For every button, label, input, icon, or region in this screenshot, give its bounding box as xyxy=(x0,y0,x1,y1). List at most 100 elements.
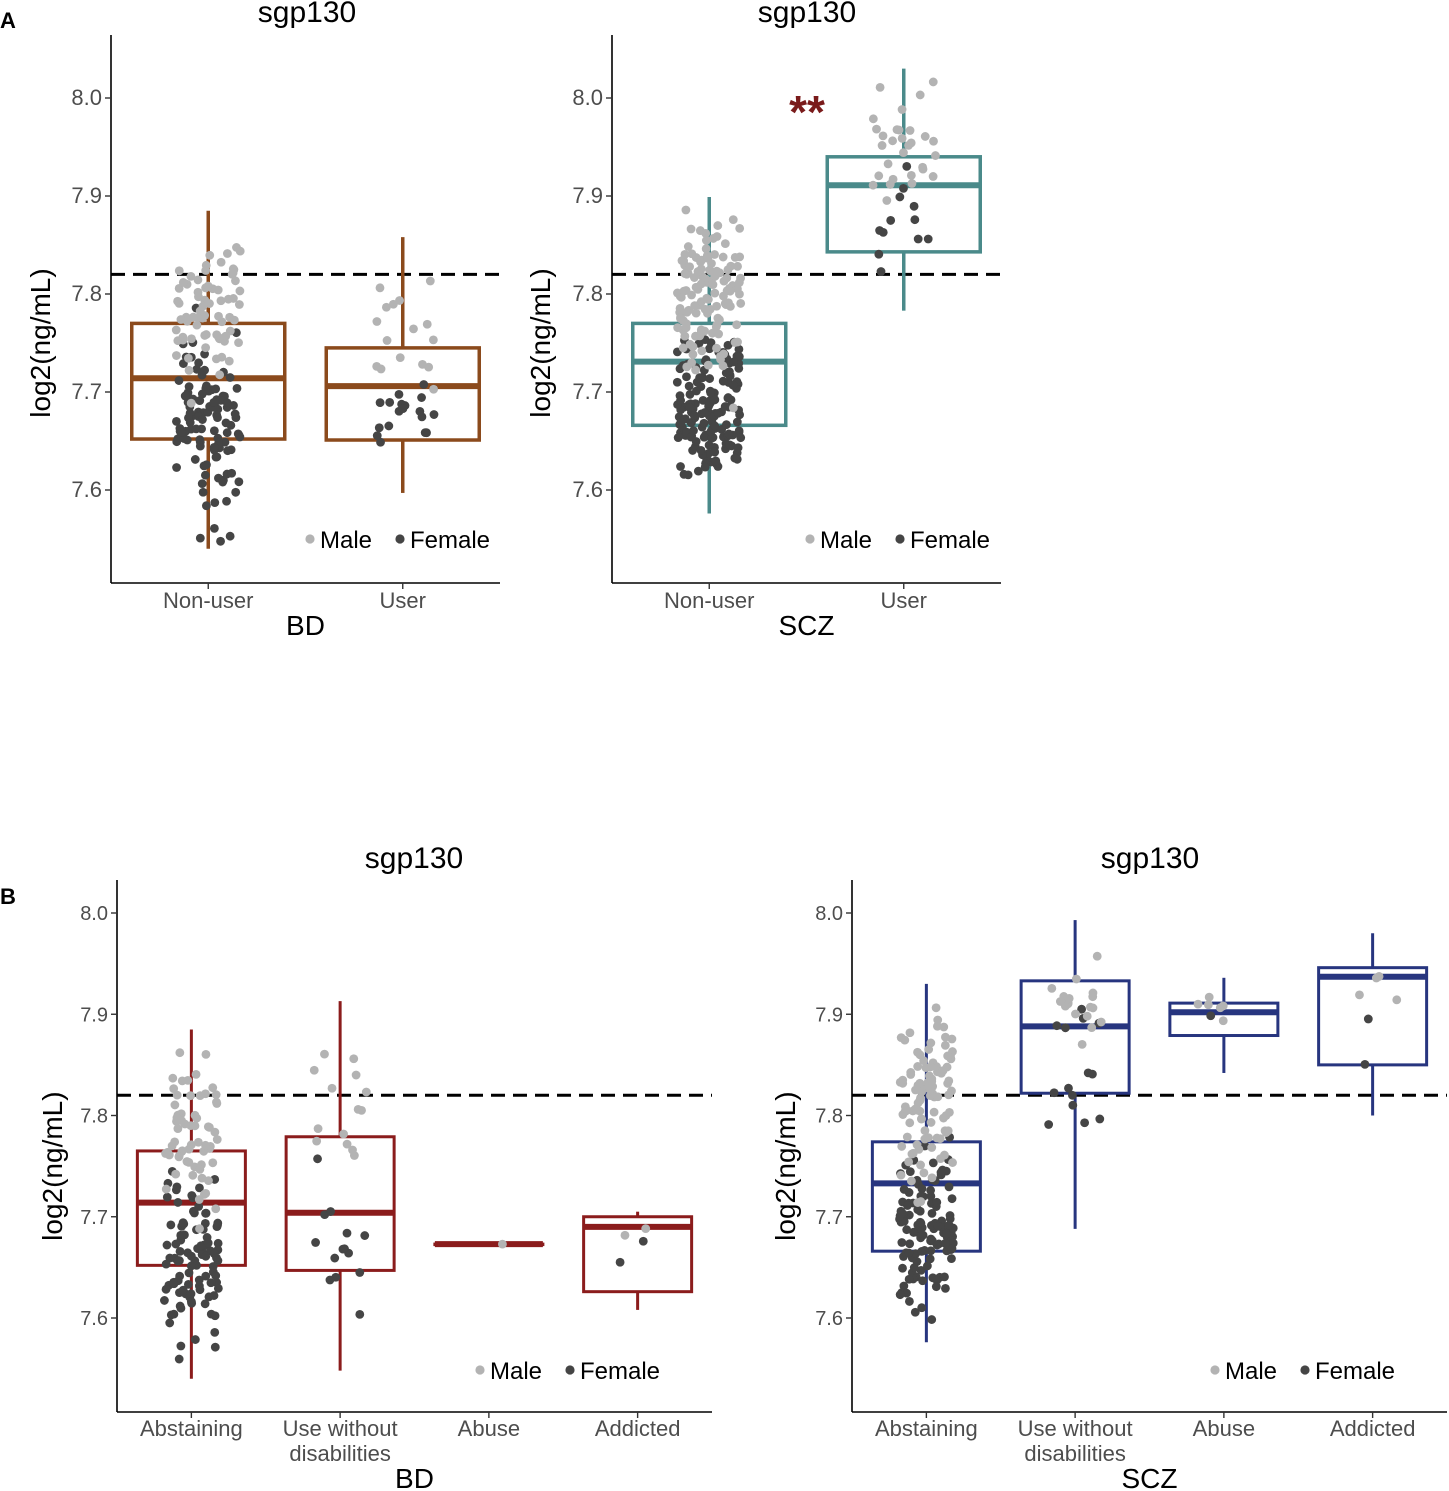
chart-a-bd: sgp130 7.6 7.7 7.8 7.9 8.0 log2(ng/mL) Non-user… xyxy=(25,0,500,641)
female-point xyxy=(187,1191,197,1200)
male-point xyxy=(680,269,690,278)
male-point xyxy=(944,1090,954,1100)
female-point xyxy=(902,161,912,171)
female-point xyxy=(734,426,744,436)
male-point xyxy=(917,1087,927,1096)
male-point xyxy=(931,151,940,160)
male-point xyxy=(161,1184,171,1194)
male-point xyxy=(703,360,713,370)
female-point xyxy=(197,479,207,488)
female-point xyxy=(922,1261,932,1271)
y-tick-label: 7.9 xyxy=(80,1004,108,1026)
y-axis-label: log2(ng/mL) xyxy=(25,268,56,417)
male-point xyxy=(920,1126,930,1136)
male-point xyxy=(703,308,712,318)
female-point xyxy=(169,1279,179,1289)
x-tick-label: Abuse xyxy=(1193,1416,1255,1441)
female-point xyxy=(216,536,225,546)
female-point xyxy=(728,380,738,390)
female-point xyxy=(186,1297,196,1307)
female-point xyxy=(711,456,721,466)
chart-b-scz: sgp130 7.6 7.7 7.8 7.9 8.0 log2(ng/mL) Abstaini… xyxy=(770,842,1447,1491)
female-point xyxy=(710,447,720,457)
male-point xyxy=(193,313,203,322)
female-point xyxy=(878,227,888,237)
female-point xyxy=(195,396,205,405)
female-point xyxy=(213,1218,223,1228)
box-body xyxy=(631,321,788,428)
male-point xyxy=(312,1136,322,1146)
male-point xyxy=(888,136,898,146)
female-point xyxy=(190,455,200,464)
male-point xyxy=(409,324,418,334)
male-point xyxy=(683,242,693,251)
male-point xyxy=(902,1132,912,1142)
female-point xyxy=(926,1246,936,1256)
female-point xyxy=(311,1238,320,1247)
female-point xyxy=(945,1211,955,1220)
female-point xyxy=(736,433,746,443)
male-point xyxy=(375,283,385,293)
male-point xyxy=(183,1075,193,1085)
female-point xyxy=(898,1263,907,1273)
male-point xyxy=(703,294,713,304)
male-point xyxy=(713,221,723,230)
male-point xyxy=(693,267,703,276)
male-point xyxy=(205,250,215,260)
male-point xyxy=(192,1113,202,1123)
male-point xyxy=(923,1077,933,1087)
female-point xyxy=(693,466,703,476)
female-point xyxy=(699,418,709,428)
male-point xyxy=(424,362,434,372)
female-point xyxy=(417,393,426,402)
female-point xyxy=(203,1238,213,1248)
x-tick-label: Non-user xyxy=(163,588,253,613)
box-non-user xyxy=(631,196,788,514)
female-point xyxy=(917,1184,927,1194)
female-point xyxy=(899,1281,909,1291)
legend-female-label: Female xyxy=(580,1358,660,1385)
female-point xyxy=(1044,1120,1054,1129)
male-point xyxy=(194,292,203,302)
x-tick-label: Non-user xyxy=(664,588,754,613)
female-point xyxy=(161,1259,171,1269)
chart-title: sgp130 xyxy=(1101,842,1199,875)
male-point xyxy=(174,1152,184,1162)
male-point xyxy=(892,125,902,134)
male-point xyxy=(342,1139,352,1149)
female-point xyxy=(191,424,201,434)
female-point xyxy=(700,462,710,472)
female-point xyxy=(915,1217,925,1227)
female-point xyxy=(886,216,896,225)
male-point xyxy=(929,136,938,146)
female-point xyxy=(210,1342,220,1352)
male-point xyxy=(940,1150,949,1160)
female-point xyxy=(725,440,735,450)
box-body xyxy=(324,346,481,442)
female-point xyxy=(927,1209,937,1218)
female-point xyxy=(718,376,728,386)
female-point xyxy=(172,463,181,472)
female-point xyxy=(210,1311,220,1321)
box-addicted xyxy=(582,1211,694,1310)
male-point xyxy=(201,1140,210,1150)
y-tick-label: 8.0 xyxy=(71,85,102,110)
male-point xyxy=(728,215,738,225)
male-point xyxy=(710,271,720,281)
female-point xyxy=(1095,1114,1105,1124)
female-point xyxy=(676,417,686,427)
male-point xyxy=(897,1142,907,1151)
female-point xyxy=(1363,1014,1373,1024)
female-point xyxy=(199,461,209,471)
male-point xyxy=(905,1118,915,1128)
female-point xyxy=(931,1282,941,1292)
female-point xyxy=(942,1229,951,1239)
male-point xyxy=(422,319,432,329)
male-point xyxy=(725,286,735,296)
box-addicted xyxy=(1317,933,1429,1116)
male-point xyxy=(705,265,714,275)
female-point xyxy=(325,1275,335,1285)
box-user xyxy=(324,237,481,493)
male-point xyxy=(942,1062,952,1072)
male-point xyxy=(215,370,225,380)
